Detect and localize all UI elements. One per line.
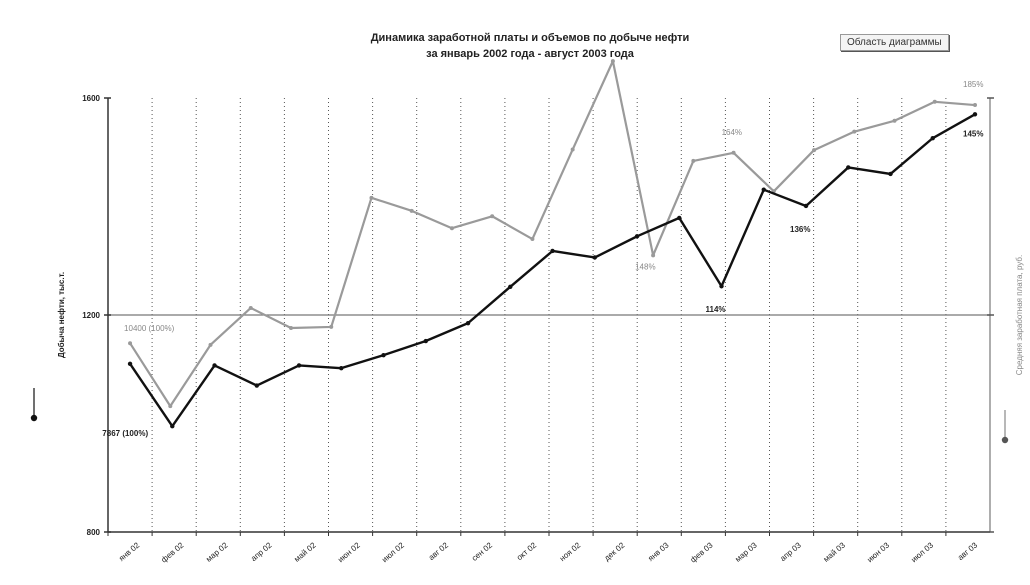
x-tick-label: июл 03	[909, 540, 935, 564]
series-line-2	[129, 113, 976, 428]
x-tick-label: июл 02	[380, 540, 406, 564]
x-tick-label: апр 03	[778, 540, 803, 563]
data-point	[691, 158, 696, 163]
series-line-1	[129, 60, 976, 408]
x-tick-label: авг 03	[956, 540, 980, 562]
data-label: 148%	[635, 262, 655, 271]
data-point	[248, 305, 253, 310]
legend-marker-left	[30, 414, 38, 422]
data-point	[651, 253, 656, 258]
y-tick-label: 1600	[82, 94, 100, 103]
data-point	[888, 171, 893, 177]
data-point	[212, 363, 217, 368]
x-tick-label: май 02	[292, 540, 318, 564]
data-point	[852, 129, 857, 134]
data-point	[972, 112, 978, 117]
data-point	[634, 234, 640, 239]
y-axis-label-right: Средняя заработная плата, руб.	[1015, 255, 1024, 375]
y-axis-label-left: Добыча нефти, тыс.т.	[57, 272, 66, 358]
data-point	[930, 135, 935, 141]
data-label: 145%	[963, 129, 983, 138]
data-point	[719, 284, 724, 289]
data-point	[409, 208, 414, 213]
data-point	[761, 187, 766, 192]
data-label: 185%	[963, 80, 983, 89]
chart-title: Динамика заработной платы и объемов по д…	[370, 32, 690, 44]
data-point	[288, 326, 293, 331]
data-point	[381, 352, 386, 358]
x-tick-label: сен 02	[470, 540, 495, 563]
data-label: 10400 (100%)	[124, 324, 175, 333]
data-point	[530, 237, 535, 242]
x-tick-label: апр 02	[249, 540, 274, 563]
data-point	[973, 103, 977, 108]
legend-marker-right	[1001, 436, 1009, 444]
data-point	[423, 338, 428, 344]
data-point	[508, 284, 513, 289]
data-point	[812, 148, 817, 153]
data-point	[490, 214, 495, 219]
data-point	[892, 118, 897, 123]
x-tick-label: окт 02	[515, 540, 539, 562]
x-tick-label: дек 02	[602, 540, 626, 563]
data-label: 114%	[706, 305, 726, 314]
data-point	[803, 203, 809, 209]
data-label: 164%	[722, 128, 742, 137]
data-label: 136%	[790, 225, 810, 234]
data-point	[550, 248, 555, 254]
x-tick-label: ноя 02	[558, 540, 583, 563]
data-point	[369, 195, 374, 200]
data-point	[254, 383, 259, 388]
x-tick-label: фев 02	[159, 540, 185, 564]
x-tick-label: авг 02	[427, 540, 451, 562]
data-point	[677, 215, 682, 221]
data-point	[465, 320, 471, 326]
y-tick-label: 800	[87, 528, 101, 537]
chart-subtitle: за январь 2002 года - август 2003 года	[426, 48, 634, 60]
data-point	[128, 341, 133, 346]
data-point	[449, 226, 454, 231]
data-point	[570, 147, 575, 152]
y-tick-label: 1200	[82, 311, 100, 320]
data-label: 7867 (100%)	[102, 429, 148, 438]
x-tick-label: мар 02	[204, 540, 230, 564]
chart-area-tooltip: Область диаграммы	[840, 34, 949, 51]
x-tick-label: янв 02	[117, 540, 142, 563]
data-point	[170, 424, 175, 429]
x-tick-label: фев 03	[689, 540, 715, 564]
data-point	[168, 404, 173, 409]
data-point	[932, 99, 937, 104]
data-point	[329, 324, 334, 329]
data-point	[610, 59, 615, 64]
x-tick-label: мар 03	[733, 540, 759, 564]
data-point	[296, 363, 302, 368]
data-point	[846, 165, 851, 170]
x-tick-label: май 03	[822, 540, 848, 564]
data-point	[731, 150, 736, 155]
data-point	[208, 342, 213, 347]
data-point	[339, 365, 344, 371]
data-point	[592, 255, 597, 260]
x-tick-label: июн 02	[336, 540, 362, 564]
x-tick-label: июн 03	[865, 540, 891, 564]
x-tick-label: янв 03	[646, 540, 671, 563]
data-point	[127, 361, 133, 367]
